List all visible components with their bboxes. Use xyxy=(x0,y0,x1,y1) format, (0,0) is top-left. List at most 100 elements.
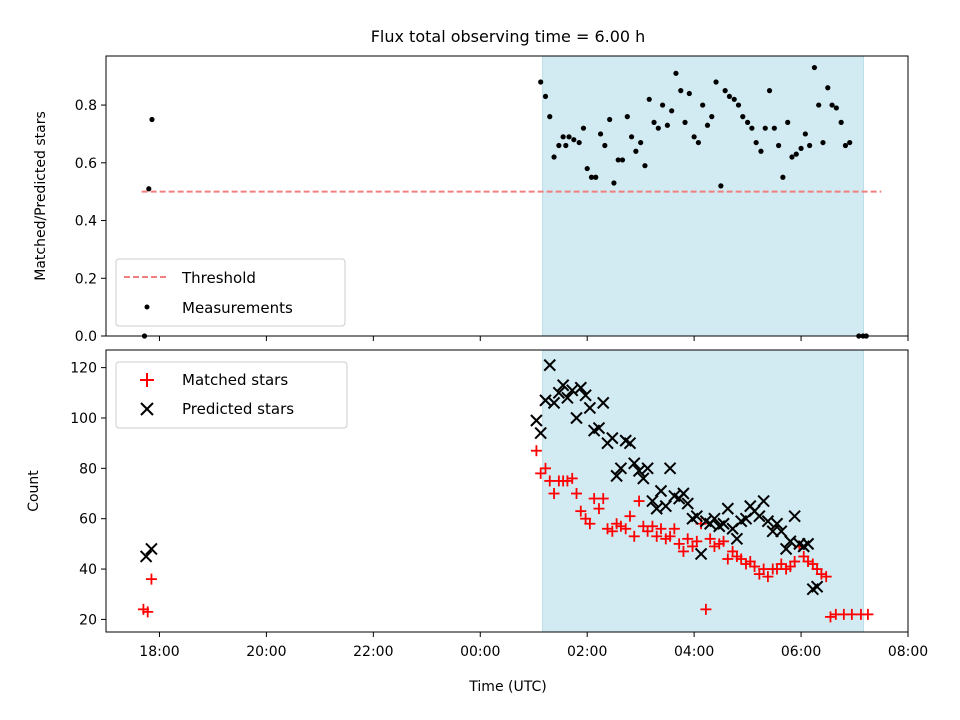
matched-star-marker xyxy=(646,520,658,532)
matched-star-marker xyxy=(762,571,774,583)
matched-star-marker xyxy=(606,525,618,537)
predicted-star-marker xyxy=(145,542,158,556)
predicted-star-marker xyxy=(597,396,610,410)
matched-star-marker xyxy=(575,505,587,517)
y-tick-label: 0.4 xyxy=(75,214,97,230)
predicted-star-marker xyxy=(730,532,744,546)
predicted-star-marker xyxy=(556,379,570,392)
measurement-point xyxy=(642,163,648,169)
matched-star-marker xyxy=(624,510,636,522)
legend-box xyxy=(115,361,348,429)
predicted-star-marker xyxy=(681,497,694,510)
measurement-point xyxy=(551,154,557,160)
chart-title: Flux total observing time = 6.00 h xyxy=(371,27,646,46)
measurement-point xyxy=(700,102,706,108)
y-tick-label: 20 xyxy=(79,612,97,628)
matched-star-marker xyxy=(539,462,551,474)
y-tick-label: 100 xyxy=(70,411,97,427)
legend-measurements-label: Measurements xyxy=(182,299,293,317)
measurement-point xyxy=(713,79,719,85)
y-tick-label: 0.0 xyxy=(75,329,97,345)
predicted-star-marker xyxy=(775,525,788,538)
x-tick-label: 20:00 xyxy=(246,644,286,660)
measurement-point xyxy=(798,145,804,151)
predicted-star-marker xyxy=(552,386,566,400)
measurement-point xyxy=(149,116,155,123)
measurement-point xyxy=(633,148,639,154)
x-tick-label: 00:00 xyxy=(460,644,500,660)
predicted-star-marker xyxy=(770,517,784,530)
matched-star-marker xyxy=(602,523,614,535)
measurement-point xyxy=(560,134,566,140)
ratio-panel: Flux total observing time = 6.00 h 0.0 0.… xyxy=(33,27,909,345)
matched-star-marker xyxy=(142,606,154,618)
predicted-star-marker xyxy=(583,401,597,415)
matched-star-marker xyxy=(789,556,801,567)
predicted-star-marker xyxy=(543,358,556,372)
matched-star-marker xyxy=(597,493,609,505)
legend-box xyxy=(115,258,346,327)
matched-star-marker xyxy=(691,535,703,547)
predicted-star-marker xyxy=(547,396,561,410)
matched-star-marker xyxy=(815,568,827,580)
measurement-point xyxy=(766,88,773,94)
predicted-star-marker xyxy=(623,436,637,450)
predicted-star-marker xyxy=(694,547,708,561)
measurement-point xyxy=(659,102,666,108)
measurement-point xyxy=(607,116,613,123)
measurement-point xyxy=(771,125,777,131)
measurement-point xyxy=(628,134,635,140)
measurement-point xyxy=(847,139,853,146)
predicted-star-marker xyxy=(614,462,628,475)
matched-star-marker xyxy=(548,488,560,500)
predicted-star-marker xyxy=(628,457,641,470)
measurement-point xyxy=(838,119,844,125)
predicted-star-marker xyxy=(677,487,690,500)
x-tick-label: 06:00 xyxy=(781,644,821,660)
y-tick-label: 0.2 xyxy=(75,271,97,287)
y-tick-label: 80 xyxy=(79,461,97,477)
predicted-star-marker xyxy=(721,502,735,515)
x-tick-label: 04:00 xyxy=(674,644,714,660)
predicted-star-marker xyxy=(663,462,677,475)
predicted-star-marker xyxy=(659,499,673,513)
y-tick-label: 40 xyxy=(79,562,97,578)
legend: Matched stars Predicted stars xyxy=(115,361,348,429)
measurement-point xyxy=(753,139,759,146)
measurement-point xyxy=(678,88,684,94)
y-axis-label: Count xyxy=(26,470,42,512)
predicted-star-marker xyxy=(534,426,547,440)
legend-predicted-label: Predicted stars xyxy=(182,400,294,418)
matched-star-marker xyxy=(722,553,734,565)
x-tick-label: 02:00 xyxy=(567,644,607,660)
matched-star-marker xyxy=(820,571,832,583)
measurement-point xyxy=(538,79,544,85)
measurement-point xyxy=(664,122,671,128)
measurement-point xyxy=(646,96,652,102)
measurement-point xyxy=(691,134,697,140)
measurement-point xyxy=(789,154,795,160)
matched-star-marker xyxy=(708,540,720,552)
matched-star-marker xyxy=(571,488,583,500)
matched-star-marker xyxy=(862,608,874,620)
predicted-star-marker xyxy=(788,509,801,523)
predicted-stars-points xyxy=(139,358,824,596)
x-axis-ticks: 18:00 20:00 22:00 00:00 02:00 04:00 06:00 08:00 xyxy=(139,632,928,660)
matched-star-marker xyxy=(584,518,596,530)
measurement-point xyxy=(547,114,553,120)
measurement-point xyxy=(602,142,608,149)
predicted-star-marker xyxy=(592,421,606,435)
measurement-point xyxy=(842,142,849,149)
x-axis-label: Time (UTC) xyxy=(468,679,546,695)
predicted-star-marker xyxy=(574,381,587,394)
matched-star-marker xyxy=(749,561,761,573)
predicted-star-marker xyxy=(650,502,663,515)
matched-star-marker xyxy=(677,545,689,557)
measurement-point xyxy=(624,114,630,120)
measurement-point xyxy=(718,183,724,189)
predicted-star-marker xyxy=(610,469,623,483)
predicted-star-marker xyxy=(641,462,654,475)
predicted-star-marker xyxy=(637,472,650,485)
measurement-point xyxy=(597,131,604,137)
measurement-point xyxy=(820,139,826,146)
